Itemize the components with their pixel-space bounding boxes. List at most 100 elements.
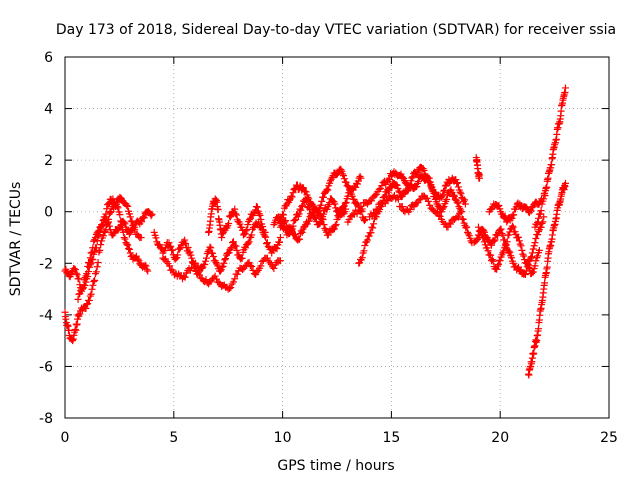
data-point — [318, 215, 326, 223]
data-point — [214, 206, 222, 214]
data-point — [85, 296, 93, 304]
data-point — [75, 275, 83, 283]
data-point — [256, 211, 264, 219]
data-point — [281, 218, 289, 226]
data-point — [166, 242, 174, 250]
data-point — [86, 292, 94, 300]
data-point — [287, 192, 295, 200]
data-point — [259, 223, 267, 231]
data-point — [505, 231, 513, 239]
x-axis-label: GPS time / hours — [277, 458, 394, 474]
data-point — [221, 256, 229, 264]
data-point — [534, 214, 542, 222]
data-marks — [61, 84, 569, 379]
data-point — [114, 204, 122, 212]
data-point — [91, 276, 99, 284]
data-point — [73, 271, 81, 279]
data-point — [276, 238, 284, 246]
data-point — [508, 214, 516, 222]
data-point — [253, 203, 261, 211]
data-point — [198, 264, 206, 272]
data-point — [233, 246, 241, 254]
axis-ticks: 0 5 10 15 20 25 -8 -6 -4 -2 0 2 4 6 — [39, 50, 618, 446]
data-point — [537, 223, 545, 231]
data-point — [327, 175, 335, 183]
data-point — [451, 192, 459, 200]
data-point — [232, 210, 240, 218]
data-point — [487, 241, 495, 249]
data-point — [119, 228, 127, 236]
data-point — [226, 213, 234, 221]
data-point — [318, 197, 326, 205]
data-point — [81, 282, 89, 290]
data-point — [434, 208, 442, 216]
data-point — [518, 246, 526, 254]
data-point — [425, 178, 433, 186]
data-point — [415, 196, 423, 204]
data-point — [90, 250, 98, 258]
data-point — [113, 203, 121, 211]
y-tick-label: -8 — [39, 411, 53, 427]
data-point — [528, 249, 536, 257]
data-point — [89, 256, 97, 264]
data-point — [246, 262, 254, 270]
data-point — [131, 223, 139, 231]
data-point — [229, 238, 237, 246]
data-point — [226, 284, 234, 292]
data-point — [487, 251, 495, 259]
data-point — [332, 221, 340, 229]
data-point — [393, 181, 401, 189]
data-point — [257, 262, 265, 270]
data-point — [188, 264, 196, 272]
data-point — [94, 259, 102, 267]
data-point — [168, 246, 176, 254]
data-point — [298, 202, 306, 210]
data-point — [489, 257, 497, 265]
data-point — [438, 193, 446, 201]
data-point — [202, 276, 210, 284]
data-point — [104, 219, 112, 227]
data-point — [193, 262, 201, 270]
data-point — [206, 243, 214, 251]
data-point — [496, 226, 504, 234]
data-point — [532, 257, 540, 265]
data-point — [120, 234, 128, 242]
data-point — [90, 277, 98, 285]
data-point — [187, 251, 195, 259]
data-point — [497, 225, 505, 233]
data-point — [454, 179, 462, 187]
data-point — [297, 206, 305, 214]
data-point — [227, 284, 235, 292]
data-point — [229, 278, 237, 286]
data-point — [188, 254, 196, 262]
data-point — [96, 228, 104, 236]
data-point — [101, 213, 109, 221]
data-point — [319, 215, 327, 223]
data-point — [289, 189, 297, 197]
y-tick-label: 0 — [44, 205, 53, 221]
data-point — [216, 267, 224, 275]
data-point — [533, 254, 541, 262]
data-point — [540, 213, 548, 221]
data-point — [182, 239, 190, 247]
data-point — [534, 231, 542, 239]
data-point — [508, 222, 516, 230]
data-point — [528, 253, 536, 261]
data-point — [302, 188, 310, 196]
data-point — [531, 239, 539, 247]
data-point — [373, 206, 381, 214]
data-point — [501, 242, 509, 250]
data-point — [371, 191, 379, 199]
data-point — [406, 205, 414, 213]
data-point — [71, 325, 79, 333]
data-point — [70, 331, 78, 339]
data-point — [461, 196, 469, 204]
data-point — [372, 205, 380, 213]
data-point — [360, 217, 368, 225]
data-point — [516, 240, 524, 248]
data-point — [298, 228, 306, 236]
data-point — [101, 227, 109, 235]
data-point — [561, 84, 569, 92]
x-tick-label: 25 — [600, 430, 618, 446]
data-point — [74, 295, 82, 303]
